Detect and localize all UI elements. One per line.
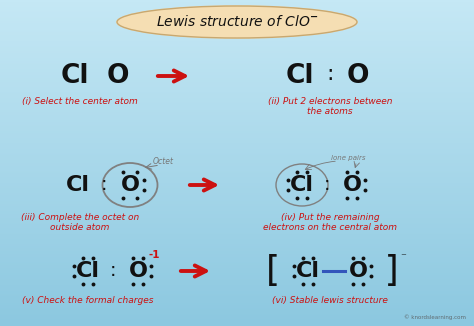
Text: (i) Select the center atom: (i) Select the center atom <box>22 97 138 106</box>
Text: Cl: Cl <box>286 63 314 89</box>
Text: O: O <box>348 261 367 281</box>
Text: O: O <box>120 175 139 195</box>
Text: ⁻: ⁻ <box>400 252 406 262</box>
Text: © knordslearning.com: © knordslearning.com <box>404 314 466 320</box>
Text: Cl: Cl <box>61 63 89 89</box>
Text: (ii) Put 2 electrons between
the atoms: (ii) Put 2 electrons between the atoms <box>268 97 392 116</box>
Text: O: O <box>128 261 147 281</box>
Text: Cl: Cl <box>296 261 320 281</box>
Text: (iii) Complete the octet on
outside atom: (iii) Complete the octet on outside atom <box>21 213 139 232</box>
Text: ]: ] <box>382 254 404 288</box>
Text: O: O <box>343 175 362 195</box>
Text: :: : <box>324 175 330 195</box>
Text: Cl: Cl <box>290 175 314 195</box>
Text: :: : <box>110 261 116 280</box>
Text: -1: -1 <box>148 250 160 260</box>
Text: lone pairs: lone pairs <box>331 155 365 161</box>
Text: O: O <box>107 63 129 89</box>
Text: $\bf{\it{Lewis\ structure\ of\ ClO}}^{-}$: $\bf{\it{Lewis\ structure\ of\ ClO}}^{-}… <box>155 14 319 29</box>
Text: [: [ <box>261 254 283 288</box>
Text: Octet: Octet <box>153 157 173 167</box>
Text: O: O <box>347 63 369 89</box>
Text: :: : <box>326 64 334 84</box>
Text: Cl: Cl <box>66 175 90 195</box>
Text: :: : <box>101 175 107 195</box>
Text: (iv) Put the remaining
electrons on the central atom: (iv) Put the remaining electrons on the … <box>263 213 397 232</box>
Text: (vi) Stable lewis structure: (vi) Stable lewis structure <box>272 296 388 305</box>
Ellipse shape <box>117 6 357 38</box>
Text: Cl: Cl <box>76 261 100 281</box>
Text: (v) Check the formal charges: (v) Check the formal charges <box>22 296 154 305</box>
